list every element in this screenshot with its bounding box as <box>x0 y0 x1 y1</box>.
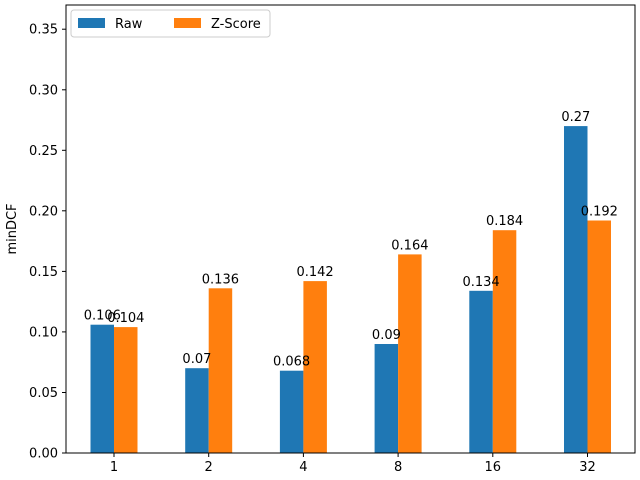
data-label-z-score-2: 0.136 <box>202 272 239 287</box>
y-tick-label: 0.20 <box>29 204 58 219</box>
data-label-z-score-8: 0.164 <box>391 238 428 253</box>
bar-raw-1 <box>90 324 114 453</box>
x-tick-label: 8 <box>394 460 402 475</box>
data-label-z-score-32: 0.192 <box>581 205 618 220</box>
data-label-raw-32: 0.27 <box>561 110 590 125</box>
bar-z-score-32 <box>587 220 611 453</box>
y-tick-label: 0.25 <box>29 144 58 159</box>
plot-frame <box>65 4 636 454</box>
data-label-raw-2: 0.07 <box>182 352 211 367</box>
bar-raw-4 <box>279 370 304 453</box>
legend-label-z-score: Z-Score <box>211 17 261 32</box>
y-tick-label: 0.30 <box>29 83 58 98</box>
bar-z-score-8 <box>398 254 422 453</box>
data-labels-group: 0.106 0.07 0.068 0.09 0.134 0.27 0.104 0.136 0.1… <box>84 110 618 370</box>
legend-swatch-z-score <box>174 18 201 28</box>
bar-raw-8 <box>374 344 399 453</box>
bar-z-score-2 <box>208 288 233 453</box>
x-tick-label: 32 <box>579 460 596 475</box>
data-label-z-score-1: 0.104 <box>107 311 144 326</box>
data-label-z-score-16: 0.184 <box>486 214 523 229</box>
bar-raw-32 <box>564 126 588 453</box>
x-tick-label: 1 <box>110 460 118 475</box>
data-label-raw-1: 0.106 <box>84 309 121 324</box>
y-tick-label: 0.15 <box>29 265 58 280</box>
legend: Raw Z-Score <box>70 9 271 38</box>
y-tick-label: 0.35 <box>29 23 58 38</box>
bar-z-score-4 <box>303 281 327 453</box>
y-tick-label: 0.05 <box>29 386 58 401</box>
x-tick-label: 4 <box>299 460 307 475</box>
plot-area <box>66 5 635 453</box>
legend-swatch-raw <box>78 18 105 28</box>
bar-z-score-16 <box>492 230 517 453</box>
x-tick-label: 16 <box>485 460 502 475</box>
legend-box <box>70 9 271 38</box>
bar-raw-2 <box>185 368 209 453</box>
x-axis: 1 2 4 8 16 32 <box>110 453 596 475</box>
y-tick-label: 0.00 <box>29 447 58 462</box>
data-label-z-score-4: 0.142 <box>296 265 333 280</box>
y-axis: 0.00 0.05 0.10 0.15 0.20 0.25 0.30 0.35 <box>29 23 66 462</box>
y-axis-label: minDCF <box>5 203 20 254</box>
bar-raw-16 <box>469 290 493 453</box>
y-tick-label: 0.10 <box>29 325 58 340</box>
data-label-raw-16: 0.134 <box>462 275 499 290</box>
bar-z-score-1 <box>114 327 138 453</box>
data-label-raw-4: 0.068 <box>273 355 310 370</box>
x-tick-label: 2 <box>205 460 213 475</box>
legend-label-raw: Raw <box>115 17 143 32</box>
bars-group <box>90 126 611 453</box>
data-label-raw-8: 0.09 <box>372 328 401 343</box>
